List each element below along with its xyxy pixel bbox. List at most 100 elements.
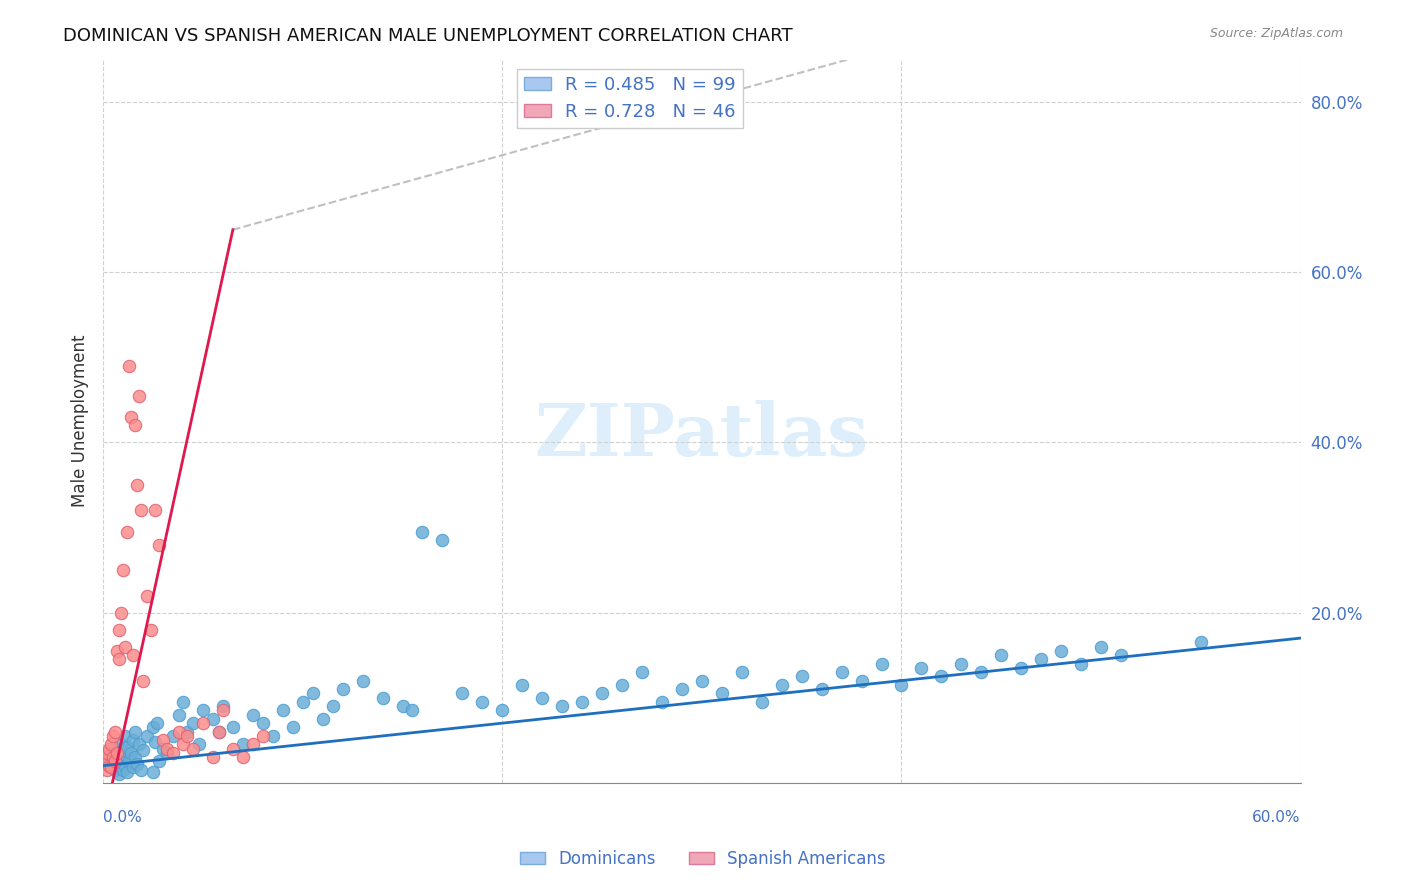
- Dominicans: [176, 724, 198, 739]
- Y-axis label: Male Unemployment: Male Unemployment: [72, 334, 89, 508]
- Spanish Americans: [201, 750, 224, 764]
- Dominicans: [118, 755, 141, 769]
- Dominicans: [232, 738, 254, 752]
- Spanish Americans: [148, 537, 170, 551]
- Dominicans: [810, 682, 832, 697]
- Dominicans: [970, 665, 993, 679]
- Dominicans: [108, 748, 131, 763]
- Spanish Americans: [143, 503, 166, 517]
- Dominicans: [208, 724, 231, 739]
- Dominicans: [770, 678, 793, 692]
- Dominicans: [101, 746, 124, 760]
- Spanish Americans: [242, 738, 264, 752]
- Dominicans: [910, 661, 932, 675]
- Dominicans: [105, 760, 128, 774]
- Spanish Americans: [129, 503, 152, 517]
- Text: 60.0%: 60.0%: [1253, 811, 1301, 825]
- Dominicans: [136, 729, 159, 743]
- Dominicans: [98, 755, 121, 769]
- Dominicans: [262, 729, 284, 743]
- Dominicans: [152, 741, 174, 756]
- Dominicans: [129, 763, 152, 777]
- Dominicans: [212, 699, 235, 714]
- Dominicans: [1109, 648, 1132, 662]
- Dominicans: [651, 695, 673, 709]
- Dominicans: [671, 682, 693, 697]
- Dominicans: [281, 720, 304, 734]
- Dominicans: [128, 738, 150, 752]
- Dominicans: [101, 758, 124, 772]
- Spanish Americans: [122, 648, 145, 662]
- Spanish Americans: [136, 589, 159, 603]
- Dominicans: [156, 746, 179, 760]
- Dominicans: [146, 716, 169, 731]
- Legend: Dominicans, Spanish Americans: Dominicans, Spanish Americans: [513, 844, 893, 875]
- Spanish Americans: [152, 733, 174, 747]
- Dominicans: [451, 686, 474, 700]
- Dominicans: [124, 724, 146, 739]
- Dominicans: [332, 682, 354, 697]
- Dominicans: [96, 750, 118, 764]
- Dominicans: [167, 707, 190, 722]
- Spanish Americans: [132, 673, 155, 688]
- Dominicans: [1031, 652, 1053, 666]
- Spanish Americans: [94, 755, 117, 769]
- Text: Source: ZipAtlas.com: Source: ZipAtlas.com: [1209, 27, 1343, 40]
- Dominicans: [1050, 644, 1073, 658]
- Dominicans: [831, 665, 853, 679]
- Spanish Americans: [112, 563, 135, 577]
- Dominicans: [114, 729, 136, 743]
- Spanish Americans: [139, 623, 162, 637]
- Dominicans: [510, 678, 533, 692]
- Dominicans: [142, 765, 165, 780]
- Dominicans: [252, 716, 274, 731]
- Spanish Americans: [105, 746, 128, 760]
- Spanish Americans: [222, 741, 245, 756]
- Spanish Americans: [176, 729, 198, 743]
- Dominicans: [104, 756, 127, 771]
- Spanish Americans: [104, 724, 127, 739]
- Spanish Americans: [108, 652, 131, 666]
- Spanish Americans: [212, 703, 235, 717]
- Dominicans: [371, 690, 394, 705]
- Dominicans: [105, 741, 128, 756]
- Dominicans: [301, 686, 323, 700]
- Dominicans: [115, 765, 138, 780]
- Spanish Americans: [110, 606, 132, 620]
- Dominicans: [191, 703, 214, 717]
- Spanish Americans: [96, 746, 118, 760]
- Spanish Americans: [208, 724, 231, 739]
- Dominicans: [104, 763, 127, 777]
- Dominicans: [115, 739, 138, 754]
- Spanish Americans: [105, 644, 128, 658]
- Dominicans: [411, 524, 433, 539]
- Dominicans: [551, 699, 574, 714]
- Dominicans: [851, 673, 873, 688]
- Dominicans: [120, 746, 142, 760]
- Dominicans: [352, 673, 374, 688]
- Spanish Americans: [167, 724, 190, 739]
- Dominicans: [242, 707, 264, 722]
- Dominicans: [122, 733, 145, 747]
- Dominicans: [710, 686, 733, 700]
- Dominicans: [1010, 661, 1032, 675]
- Dominicans: [162, 729, 184, 743]
- Dominicans: [990, 648, 1012, 662]
- Dominicans: [1189, 635, 1212, 649]
- Dominicans: [531, 690, 554, 705]
- Spanish Americans: [114, 640, 136, 654]
- Dominicans: [1090, 640, 1112, 654]
- Spanish Americans: [125, 478, 148, 492]
- Spanish Americans: [162, 746, 184, 760]
- Dominicans: [108, 767, 131, 781]
- Dominicans: [401, 703, 423, 717]
- Spanish Americans: [124, 418, 146, 433]
- Spanish Americans: [120, 409, 142, 424]
- Text: 0.0%: 0.0%: [103, 811, 142, 825]
- Dominicans: [187, 738, 209, 752]
- Spanish Americans: [128, 389, 150, 403]
- Dominicans: [610, 678, 633, 692]
- Spanish Americans: [191, 716, 214, 731]
- Dominicans: [491, 703, 513, 717]
- Dominicans: [172, 695, 194, 709]
